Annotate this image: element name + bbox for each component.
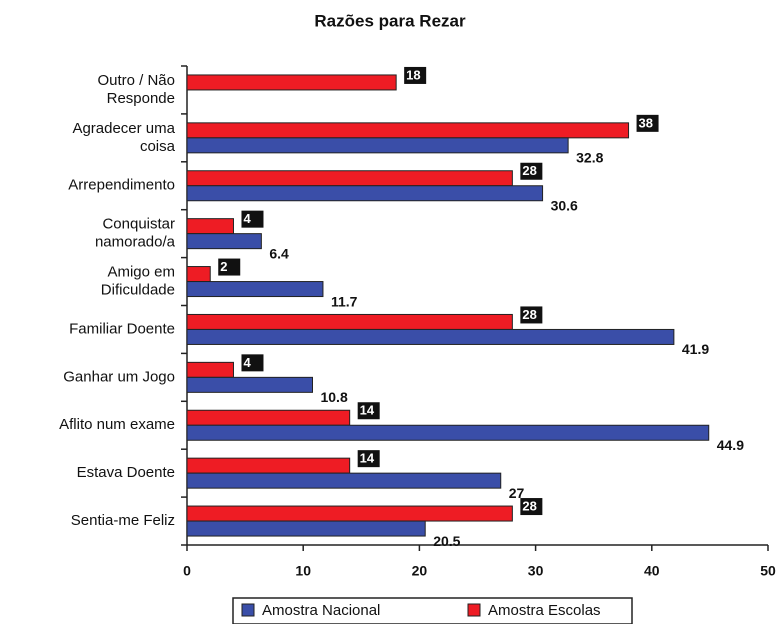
value-label-box	[218, 258, 241, 276]
category-label: Conquistar namorado/a	[95, 216, 176, 251]
bar	[186, 361, 234, 378]
value-label: 14	[360, 451, 375, 466]
legend-swatch	[467, 603, 481, 617]
legend-box	[232, 597, 633, 624]
x-tick-label: 0	[183, 563, 191, 579]
value-label-box	[241, 210, 264, 228]
value-label: 20.5	[433, 533, 460, 549]
value-label: 30.6	[551, 197, 578, 213]
x-tick-label: 50	[760, 563, 776, 579]
value-label-box	[520, 498, 543, 516]
bar	[186, 185, 544, 202]
bar	[186, 74, 397, 91]
value-label: 38	[639, 115, 653, 130]
category-label: Familiar Doente	[69, 320, 175, 337]
value-label-box	[520, 162, 543, 180]
legend-label: Amostra Escolas	[488, 602, 601, 619]
value-label: 14	[360, 403, 375, 418]
bar	[186, 122, 630, 139]
value-label: 44.9	[717, 437, 744, 453]
category-label: Agradecer uma coisa	[72, 120, 175, 155]
x-tick-label: 40	[644, 563, 660, 579]
bar	[186, 328, 675, 345]
bar	[186, 313, 513, 330]
value-label: 4	[243, 211, 251, 226]
bar	[186, 266, 211, 283]
value-label: 41.9	[682, 341, 709, 357]
category-label: Sentia-me Feliz	[71, 512, 175, 529]
value-label: 11.7	[331, 293, 358, 309]
value-label-box	[404, 66, 427, 84]
x-tick-label: 10	[295, 563, 311, 579]
value-label-box	[520, 306, 543, 324]
value-label: 27	[509, 485, 525, 501]
bar	[186, 170, 513, 187]
value-label-box	[357, 402, 380, 420]
category-label: Aflito num exame	[59, 416, 175, 433]
value-label: 2	[220, 259, 227, 274]
bar	[186, 409, 351, 426]
bar	[186, 137, 569, 154]
value-label-box	[241, 354, 264, 372]
bar	[186, 457, 351, 474]
category-label: Ganhar um Jogo	[63, 368, 175, 385]
value-label: 28	[522, 307, 536, 322]
category-label: Arrependimento	[68, 177, 175, 194]
legend-swatch	[241, 603, 255, 617]
legend-label: Amostra Nacional	[262, 602, 380, 619]
value-label: 32.8	[576, 150, 603, 166]
chart-title: Razões para Rezar	[314, 11, 466, 30]
value-label: 28	[522, 163, 536, 178]
bar	[186, 281, 324, 298]
bar	[186, 424, 710, 441]
category-label: Amigo em Dificuldade	[101, 264, 175, 299]
value-label: 4	[243, 355, 251, 370]
category-label: Estava Doente	[77, 464, 175, 481]
value-label: 18	[406, 67, 420, 82]
bar	[186, 505, 513, 522]
bar	[186, 520, 426, 537]
x-tick-label: 30	[528, 563, 544, 579]
value-label: 10.8	[320, 389, 347, 405]
value-label-box	[636, 114, 659, 132]
bar	[186, 376, 313, 393]
value-label-box	[357, 450, 380, 468]
bar	[186, 233, 262, 250]
bar	[186, 218, 234, 235]
x-tick-label: 20	[412, 563, 428, 579]
value-label: 28	[522, 498, 536, 513]
bar	[186, 472, 502, 489]
category-label: Outro / Não Responde	[97, 72, 175, 107]
value-label: 6.4	[269, 245, 289, 261]
